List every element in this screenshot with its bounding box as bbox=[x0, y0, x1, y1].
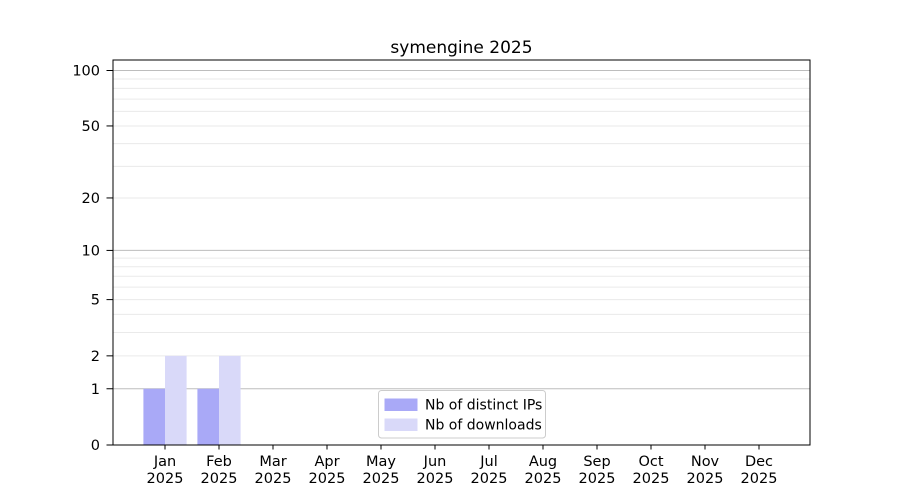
major-gridlines bbox=[113, 70, 810, 390]
x-tick-label-year: 2025 bbox=[147, 471, 184, 487]
y-tick-label: 5 bbox=[91, 293, 100, 309]
y-tick-label: 100 bbox=[72, 64, 100, 80]
x-tick-label-year: 2025 bbox=[579, 471, 616, 487]
x-tick-label-month: Aug bbox=[529, 454, 557, 470]
x-tick-label-month: Jan bbox=[153, 454, 176, 470]
y-tick-label: 10 bbox=[82, 243, 100, 259]
x-tick-label-year: 2025 bbox=[201, 471, 238, 487]
chart-title: symengine 2025 bbox=[390, 38, 532, 58]
x-tick-label-year: 2025 bbox=[633, 471, 670, 487]
x-tick-label-month: Apr bbox=[314, 454, 339, 470]
y-tick-label: 0 bbox=[91, 438, 100, 454]
x-tick-label-month: Jun bbox=[423, 454, 447, 470]
x-tick-label-month: May bbox=[366, 454, 396, 470]
bars bbox=[143, 355, 241, 445]
plot-border bbox=[112, 59, 811, 446]
legend-swatch-downloads bbox=[384, 418, 418, 431]
x-tick-label-month: Oct bbox=[638, 454, 663, 470]
bar-downloads bbox=[219, 355, 241, 445]
bar-distinct-ips bbox=[197, 388, 219, 445]
x-tick-label-year: 2025 bbox=[525, 471, 562, 487]
legend: Nb of distinct IPs Nb of downloads bbox=[378, 390, 546, 439]
legend-swatch-distinct-ips bbox=[384, 398, 418, 411]
y-tick-label: 2 bbox=[91, 349, 100, 365]
x-tick-label-year: 2025 bbox=[309, 471, 346, 487]
minor-gridlines bbox=[113, 78, 810, 357]
x-tick-label-month: Sep bbox=[583, 454, 610, 470]
x-tick-label-month: Mar bbox=[259, 454, 286, 470]
legend-box bbox=[378, 390, 546, 439]
bar-downloads bbox=[165, 355, 187, 445]
x-tick-label-month: Feb bbox=[206, 454, 232, 470]
y-tick-label: 1 bbox=[91, 382, 100, 398]
y-tick-label: 50 bbox=[82, 119, 100, 135]
x-axis: Jan2025Feb2025Mar2025Apr2025May2025Jun20… bbox=[147, 445, 778, 487]
x-tick-label-month: Dec bbox=[745, 454, 773, 470]
x-tick-label-year: 2025 bbox=[687, 471, 724, 487]
y-axis: 0 1 2 5 10 20 50 100 bbox=[72, 64, 113, 454]
legend-label: Nb of downloads bbox=[425, 418, 542, 434]
x-tick-label-year: 2025 bbox=[471, 471, 508, 487]
legend-label: Nb of distinct IPs bbox=[425, 398, 542, 414]
y-tick-label: 20 bbox=[82, 191, 100, 207]
x-tick-label-year: 2025 bbox=[417, 471, 454, 487]
bar-distinct-ips bbox=[143, 388, 165, 445]
x-tick-label-month: Nov bbox=[691, 454, 720, 470]
x-tick-label-year: 2025 bbox=[255, 471, 292, 487]
x-tick-label-month: Jul bbox=[479, 454, 498, 470]
x-tick-label-year: 2025 bbox=[363, 471, 400, 487]
x-tick-label-year: 2025 bbox=[741, 471, 778, 487]
